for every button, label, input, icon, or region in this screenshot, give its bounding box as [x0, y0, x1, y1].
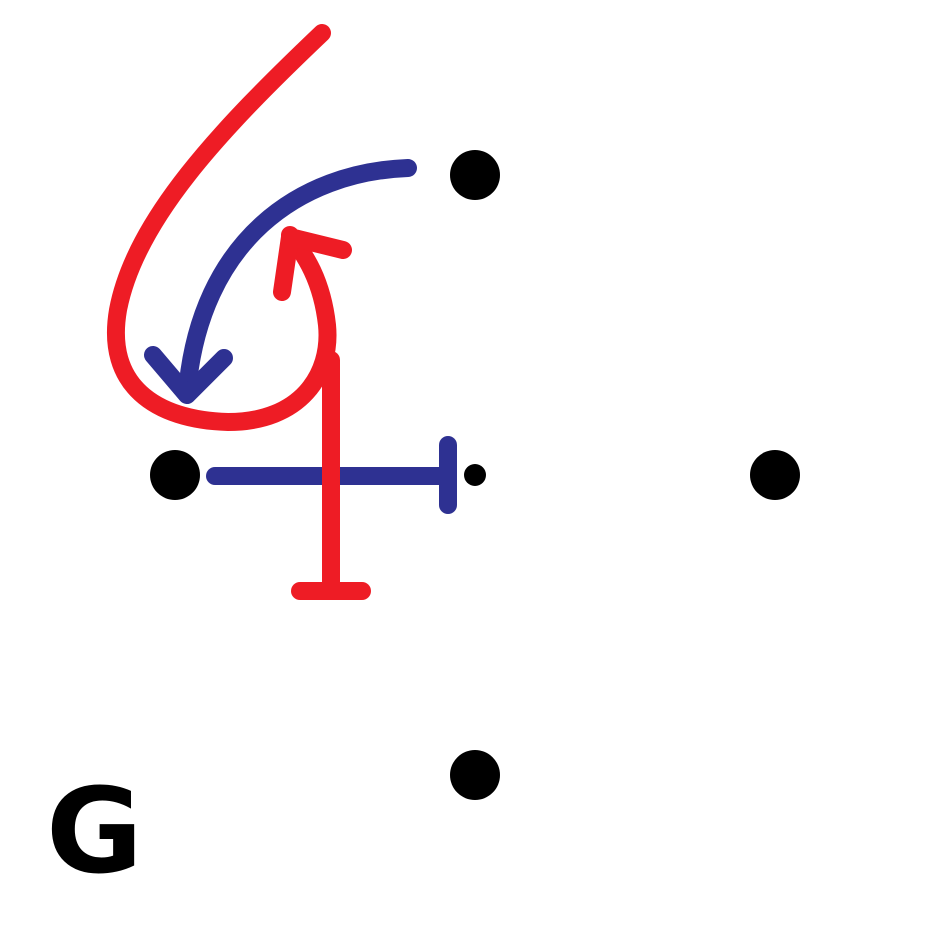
dot-right	[750, 450, 800, 500]
red-loop-path	[107, 24, 337, 431]
red-loop-arrow	[107, 24, 352, 431]
red-vertical-bar	[291, 351, 371, 600]
red-arrowhead	[273, 228, 352, 301]
dot-left	[150, 450, 200, 500]
dot-bottom	[450, 750, 500, 800]
blue-curved-arrow	[144, 159, 417, 404]
blue-arrowhead	[144, 346, 233, 404]
dot-center	[464, 464, 486, 486]
corner-label: G	[46, 762, 143, 900]
blue-curve-path	[178, 159, 417, 401]
dot-top	[450, 150, 500, 200]
